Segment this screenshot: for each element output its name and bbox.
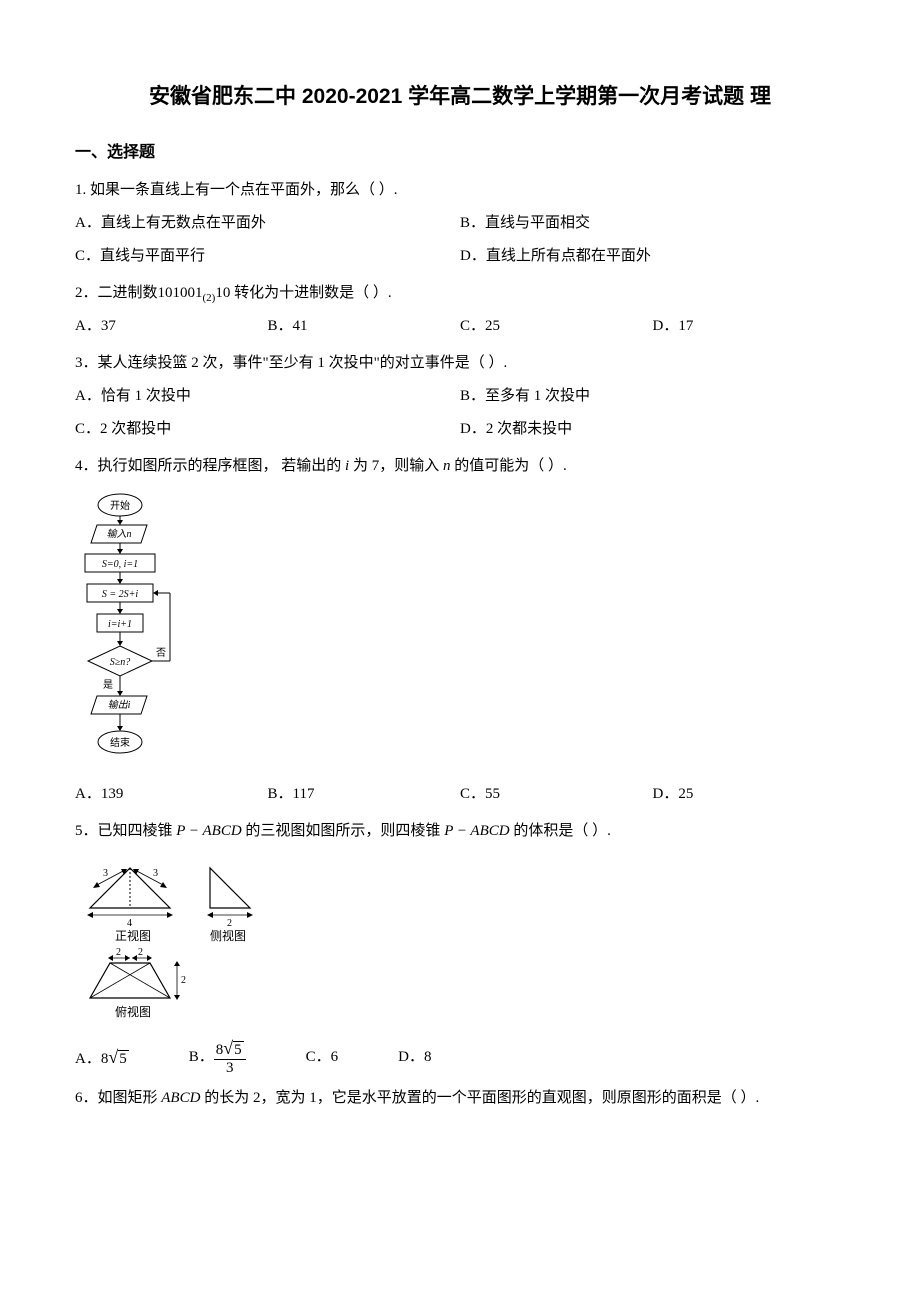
q6-prefix: 6．如图矩形 [75, 1090, 158, 1106]
q2-sub: (2) [203, 292, 216, 304]
q2-stem: 2．二进制数101001(2)10 转化为十进制数是（ ）. [75, 277, 845, 310]
q5-mid: 的三视图如图所示，则四棱锥 [245, 823, 440, 839]
front-dim-right: 3 [153, 868, 158, 879]
fc-step1: S = 2S+i [102, 589, 138, 600]
q5-optB-prefix: B． [189, 1049, 214, 1065]
q5-prefix: 5．已知四棱锥 [75, 823, 173, 839]
question-2: 2．二进制数101001(2)10 转化为十进制数是（ ）. A．37 B．41… [75, 277, 845, 343]
q5-optA-prefix: A． [75, 1051, 101, 1067]
q1-stem: 1. 如果一条直线上有一个点在平面外，那么（ ）. [75, 174, 845, 207]
front-dim-left: 3 [103, 868, 108, 879]
fc-yes: 是 [103, 679, 113, 691]
question-5: 5．已知四棱锥 P − ABCD 的三视图如图所示，则四棱锥 P − ABCD … [75, 815, 845, 1078]
q3-optB: B．至多有 1 次投中 [460, 380, 845, 413]
q2-suffix: 10 转化为十进制数是（ ）. [215, 285, 391, 301]
q4-var-i: i [345, 458, 349, 474]
three-views-diagram: 3 3 4 正视图 2 侧视图 [75, 858, 845, 1028]
exam-title: 安徽省肥东二中 2020-2021 学年高二数学上学期第一次月考试题 理 [75, 80, 845, 110]
q6-suffix: 的长为 2，宽为 1，它是水平放置的一个平面图形的直观图，则原图形的面积是（ ）… [204, 1090, 759, 1106]
question-6: 6．如图矩形 ABCD 的长为 2，宽为 1，它是水平放置的一个平面图形的直观图… [75, 1082, 845, 1115]
fc-start: 开始 [110, 499, 130, 512]
fc-step2: i=i+1 [108, 619, 132, 630]
q3-optA: A．恰有 1 次投中 [75, 380, 460, 413]
q4-optA: A．139 [75, 778, 268, 811]
q2-binary: 101001 [158, 285, 203, 301]
q3-optD: D．2 次都未投中 [460, 413, 845, 446]
flowchart-diagram: 开始 输入n S=0, i=1 S = 2S+i [75, 493, 175, 768]
front-label: 正视图 [115, 928, 151, 943]
q1-optD: D．直线上所有点都在平面外 [460, 240, 845, 273]
q4-mid: 为 7，则输入 [353, 458, 439, 474]
q5-expr1: P − ABCD [176, 823, 241, 839]
side-dim-base: 2 [227, 918, 232, 929]
q3-stem: 3．某人连续投篮 2 次，事件"至少有 1 次投中"的对立事件是（ ）. [75, 347, 845, 380]
q2-optA: A．37 [75, 310, 268, 343]
side-label: 侧视图 [210, 928, 246, 943]
section-header: 一、选择题 [75, 138, 845, 162]
fc-init: S=0, i=1 [102, 559, 138, 570]
top-dim-left: 2 [116, 947, 121, 958]
q2-optC: C．25 [460, 310, 653, 343]
fc-cond: S≥n? [110, 657, 131, 668]
q4-optD: D．25 [653, 778, 846, 811]
top-dim-right: 2 [138, 947, 143, 958]
q5-stem: 5．已知四棱锥 P − ABCD 的三视图如图所示，则四棱锥 P − ABCD … [75, 815, 845, 848]
q1-optC: C．直线与平面平行 [75, 240, 460, 273]
q4-optB: B．117 [268, 778, 461, 811]
q5-suffix: 的体积是（ ）. [513, 823, 611, 839]
q5-optA: A．8√5 [75, 1038, 129, 1078]
q5-expr2: P − ABCD [444, 823, 509, 839]
top-label: 俯视图 [115, 1004, 151, 1019]
fc-output: 输出i [108, 699, 131, 711]
q3-optC: C．2 次都投中 [75, 413, 460, 446]
fc-input: 输入n [107, 528, 132, 540]
q1-optA: A．直线上有无数点在平面外 [75, 207, 460, 240]
q5-optB-coef: 8 [216, 1042, 224, 1058]
q4-stem: 4．执行如图所示的程序框图， 若输出的 i 为 7，则输入 n 的值可能为（ ）… [75, 450, 845, 483]
q5-optA-coef: 8 [101, 1051, 109, 1067]
q5-optB-den: 3 [214, 1060, 246, 1077]
q1-optB: B．直线与平面相交 [460, 207, 845, 240]
q2-prefix: 2．二进制数 [75, 285, 158, 301]
q5-optA-rad: 5 [118, 1050, 129, 1067]
q4-suffix: 的值可能为（ ）. [454, 458, 567, 474]
fc-no: 否 [156, 647, 166, 659]
q2-optD: D．17 [653, 310, 846, 343]
q5-optD: D．8 [398, 1041, 431, 1074]
top-dim-height: 2 [181, 975, 186, 986]
q2-optB: B．41 [268, 310, 461, 343]
q5-optB-rad: 5 [233, 1041, 244, 1058]
q4-var-n: n [443, 458, 451, 474]
question-4: 4．执行如图所示的程序框图， 若输出的 i 为 7，则输入 n 的值可能为（ ）… [75, 450, 845, 811]
question-3: 3．某人连续投篮 2 次，事件"至少有 1 次投中"的对立事件是（ ）. A．恰… [75, 347, 845, 446]
q6-stem: 6．如图矩形 ABCD 的长为 2，宽为 1，它是水平放置的一个平面图形的直观图… [75, 1082, 845, 1115]
q4-optC: C．55 [460, 778, 653, 811]
q6-expr: ABCD [161, 1090, 200, 1106]
front-dim-base: 4 [127, 918, 132, 929]
q4-prefix: 4．执行如图所示的程序框图， 若输出的 [75, 458, 341, 474]
question-1: 1. 如果一条直线上有一个点在平面外，那么（ ）. A．直线上有无数点在平面外 … [75, 174, 845, 273]
fc-end: 结束 [110, 736, 130, 749]
q5-optC: C．6 [306, 1041, 339, 1074]
q5-optB: B．8√53 [189, 1039, 246, 1076]
